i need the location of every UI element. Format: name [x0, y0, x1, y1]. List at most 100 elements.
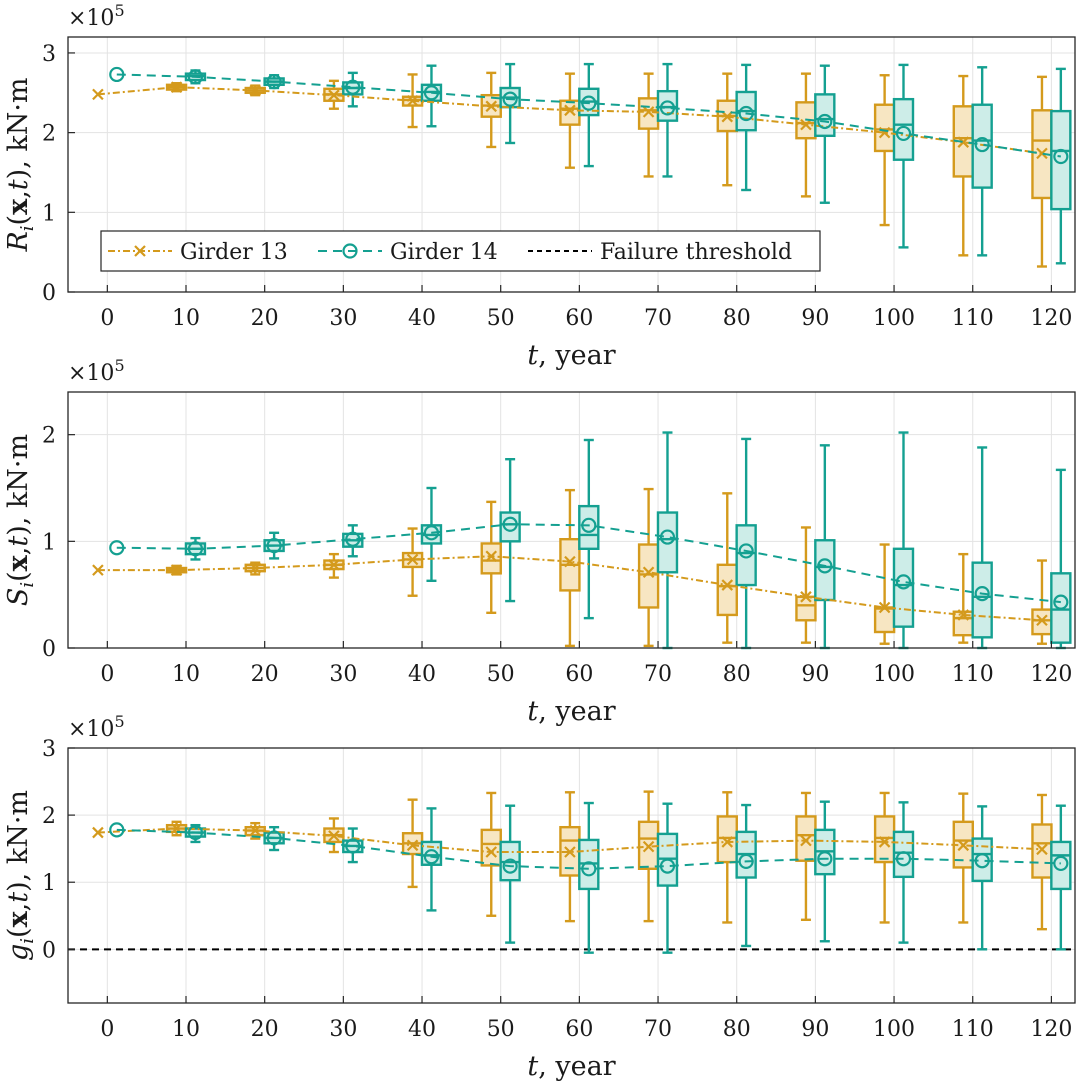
mean-line-girder-14: [116, 73, 1061, 158]
x-tick-label: 10: [172, 662, 200, 687]
mean-marker-x: [406, 839, 419, 852]
y-axis-label: gi(x,t), kN·m: [3, 790, 38, 961]
x-axis-label: t, year: [527, 1051, 615, 1082]
box-iqr: [892, 97, 915, 161]
x-tick-label: 120: [1030, 1017, 1072, 1042]
box-g13-60: [559, 488, 581, 648]
box-iqr: [1031, 823, 1053, 879]
x-tick-label: 100: [873, 662, 915, 687]
box-iqr: [716, 563, 738, 617]
marker-stroke: [1036, 843, 1048, 856]
mean-marker-circle: [423, 85, 440, 101]
mean-marker-circle: [423, 849, 440, 865]
x-tick-label: 70: [644, 1017, 672, 1042]
box-g13-120: [1031, 793, 1053, 931]
legend-label-girder-14: Girder 14: [390, 240, 498, 265]
mean-marker-circle: [738, 543, 754, 559]
marker-stroke: [564, 846, 576, 858]
box-g14-120: [1050, 67, 1072, 265]
mean-marker-x: [957, 839, 970, 852]
marker-stroke: [249, 84, 262, 97]
box-iqr: [637, 97, 660, 130]
x-tick-label: 40: [408, 306, 436, 331]
x-tick-label: 80: [723, 662, 751, 687]
marker-stroke: [406, 94, 419, 107]
mean-marker-circle: [974, 585, 990, 602]
mean-marker-circle: [109, 66, 125, 83]
legend-marker-x: [134, 245, 146, 257]
x-tick-label: 40: [408, 1017, 436, 1042]
marker-stroke: [1036, 614, 1048, 627]
marker-stroke: [878, 126, 891, 139]
mean-marker-x: [957, 609, 970, 621]
mean-marker-circle: [423, 525, 440, 541]
mean-marker-circle: [974, 853, 990, 869]
mean-marker-x: [642, 106, 655, 118]
marker-stroke: [92, 564, 104, 576]
mean-marker-x: [878, 836, 891, 848]
marker-stroke: [800, 834, 812, 847]
x-tick-label: 20: [251, 306, 279, 331]
mean-marker-circle: [817, 558, 833, 574]
mean-marker-x: [170, 81, 183, 93]
marker-stroke: [328, 830, 340, 842]
x-tick-label: 30: [329, 306, 357, 331]
mean-marker-circle: [109, 540, 125, 556]
marker-stroke: [249, 562, 262, 574]
marker-stroke: [249, 824, 262, 837]
x-tick-label: 0: [100, 662, 114, 687]
mean-marker-circle: [581, 517, 597, 533]
x-tick-label: 90: [801, 306, 829, 331]
mean-marker-circle: [266, 74, 282, 90]
mean-marker-x: [92, 88, 104, 101]
y-exponent-label: ×105: [68, 356, 125, 386]
mean-marker-x: [564, 846, 576, 858]
marker-stroke: [406, 839, 419, 852]
x-axis-label: t, year: [527, 696, 615, 727]
mean-marker-circle: [659, 858, 676, 874]
mean-marker-circle: [345, 79, 361, 95]
box-iqr: [795, 815, 817, 862]
mean-marker-x: [878, 601, 891, 614]
mean-line-girder-14: [116, 828, 1061, 870]
marker-stroke: [957, 136, 970, 148]
marker-stroke: [170, 81, 183, 93]
mean-marker-circle: [187, 69, 204, 85]
mean-marker-x: [485, 846, 498, 858]
mean-marker-circle: [502, 516, 518, 532]
mean-marker-x: [800, 834, 812, 847]
mean-marker-x: [328, 89, 340, 101]
y-axis-label: Si(x,t), kN·m: [3, 434, 38, 606]
x-tick-label: 20: [251, 1017, 279, 1042]
box-g14-100: [892, 63, 915, 249]
mean-marker-circle: [109, 822, 125, 838]
marker-stroke: [957, 839, 970, 852]
mean-marker-x: [1036, 147, 1048, 160]
y-tick-label: 0: [42, 281, 56, 306]
marker-stroke: [1036, 147, 1048, 160]
marker-stroke: [642, 840, 655, 853]
x-tick-label: 70: [644, 306, 672, 331]
x-tick-label: 20: [251, 662, 279, 687]
y-tick-label: 1: [42, 201, 56, 226]
mean-marker-circle: [1053, 148, 1069, 165]
panel-g: 0 10 20 30 40 50 60 70 80 90 100 110 120 0 1 2 3 ×105 t, y…: [3, 712, 1076, 1082]
box-iqr: [873, 103, 896, 153]
x-tick-label: 40: [408, 662, 436, 687]
x-tick-label: 30: [329, 662, 357, 687]
marker-stroke: [564, 104, 576, 117]
mean-marker-x: [642, 566, 655, 579]
mean-marker-circle: [817, 851, 833, 867]
mean-marker-circle: [266, 537, 282, 554]
y-tick-label: 3: [42, 737, 56, 762]
mean-marker-x: [249, 824, 262, 837]
mean-marker-circle: [345, 531, 361, 547]
x-tick-label: 60: [565, 662, 593, 687]
box-iqr: [873, 606, 896, 634]
marker-stroke: [328, 559, 340, 571]
box-iqr: [892, 830, 915, 879]
mean-marker-circle: [266, 830, 282, 846]
mean-marker-x: [721, 579, 734, 591]
x-tick-label: 100: [873, 1017, 915, 1042]
legend-box: [100, 230, 821, 272]
